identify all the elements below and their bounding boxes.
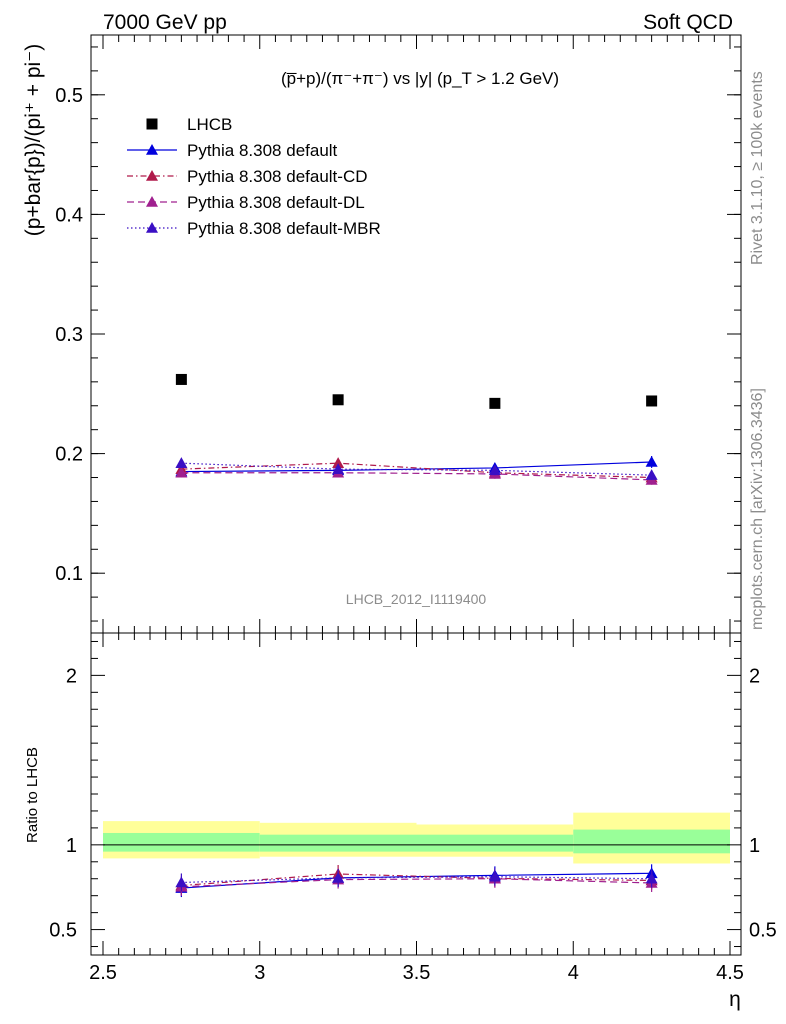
main-ytick-label: 0.3 bbox=[55, 324, 83, 346]
legend-label: LHCB bbox=[187, 115, 232, 134]
ratio-ytick-label: 0.5 bbox=[49, 920, 77, 942]
legend-label: Pythia 8.308 default-MBR bbox=[187, 219, 381, 238]
legend-marker bbox=[146, 144, 158, 155]
ratio-panel-frame bbox=[90, 632, 742, 956]
mc-point bbox=[332, 457, 345, 468]
ratio-point bbox=[645, 872, 658, 884]
ratio-band-inner bbox=[573, 829, 730, 854]
data-point bbox=[489, 397, 501, 409]
ratio-y-axis-label: Ratio to LHCB bbox=[24, 747, 41, 843]
plot-annotation: (p̅+p)/(π⁻+π⁻) vs |y| (p_T > 1.2 GeV) bbox=[281, 69, 559, 88]
ratio-frame-box bbox=[90, 632, 742, 956]
main-ytick-label: 0.4 bbox=[55, 204, 83, 226]
main-y-axis-label: (p+bar{p})/(pi⁺ + pi⁻) bbox=[22, 44, 45, 237]
x-tick-label: 4 bbox=[568, 962, 579, 984]
rivet-label: Rivet 3.1.10, ≥ 100k events bbox=[749, 71, 766, 265]
legend-marker bbox=[146, 170, 158, 181]
header-left: 7000 GeV pp bbox=[103, 11, 227, 34]
header-right: Soft QCD bbox=[643, 11, 733, 34]
ratio-series-line bbox=[181, 878, 652, 888]
x-tick-label: 3.5 bbox=[403, 962, 431, 984]
data-point bbox=[332, 394, 344, 406]
series-line bbox=[181, 462, 652, 476]
ratio-band-inner bbox=[259, 834, 417, 852]
legend-label: Pythia 8.308 default-DL bbox=[187, 193, 365, 212]
legend-label: Pythia 8.308 default bbox=[187, 141, 338, 160]
x-tick-label: 2.5 bbox=[89, 962, 117, 984]
data-point bbox=[646, 395, 658, 407]
mc-point bbox=[645, 469, 658, 480]
mc-point bbox=[175, 457, 188, 468]
ratio-ytick-label: 2 bbox=[66, 665, 77, 687]
x-tick-label: 3 bbox=[254, 962, 265, 984]
ratio-ytick-label: 1 bbox=[66, 835, 77, 857]
mc-point bbox=[645, 455, 658, 467]
mc-point bbox=[332, 463, 345, 474]
data-point bbox=[175, 373, 187, 385]
ratio-point bbox=[332, 871, 345, 883]
ratio-ytick-label-right: 2 bbox=[749, 665, 760, 687]
series-line bbox=[181, 461, 652, 473]
analysis-watermark: LHCB_2012_I1119400 bbox=[346, 591, 487, 607]
x-tick-label: 4.5 bbox=[716, 962, 744, 984]
ratio-ytick-label-right: 0.5 bbox=[749, 920, 777, 942]
mcplots-label: mcplots.cern.ch [arXiv:1306.3436] bbox=[749, 388, 766, 630]
ratio-point bbox=[488, 870, 501, 882]
series-line bbox=[181, 472, 652, 481]
ratio-band-inner bbox=[103, 832, 260, 852]
ratio-y-axis: 0.5 0.5 1 1 2 2 bbox=[49, 640, 777, 948]
ratio-band-inner bbox=[416, 834, 574, 852]
series-line bbox=[181, 462, 652, 479]
mc-point bbox=[488, 464, 501, 476]
main-ytick-label: 0.2 bbox=[55, 444, 83, 466]
legend-marker bbox=[146, 222, 158, 233]
legend: LHCB Pythia 8.308 default Pythia 8.308 def… bbox=[127, 115, 381, 238]
legend-marker bbox=[146, 196, 158, 207]
ratio-series-line bbox=[181, 873, 652, 887]
main-ytick-label: 0.5 bbox=[55, 85, 83, 107]
ratio-ytick-label-right: 1 bbox=[749, 835, 760, 857]
legend-label: Pythia 8.308 default-CD bbox=[187, 167, 368, 186]
x-axis: 2.5 3 3.5 4 4.5 bbox=[89, 35, 744, 984]
ratio-point bbox=[175, 876, 188, 888]
main-y-axis: 0.1 0.2 0.3 0.4 0.5 bbox=[55, 46, 741, 622]
main-ytick-label: 0.1 bbox=[55, 563, 83, 585]
mc-point bbox=[175, 466, 188, 478]
legend-marker bbox=[146, 118, 158, 130]
x-axis-label: η bbox=[729, 988, 741, 1011]
